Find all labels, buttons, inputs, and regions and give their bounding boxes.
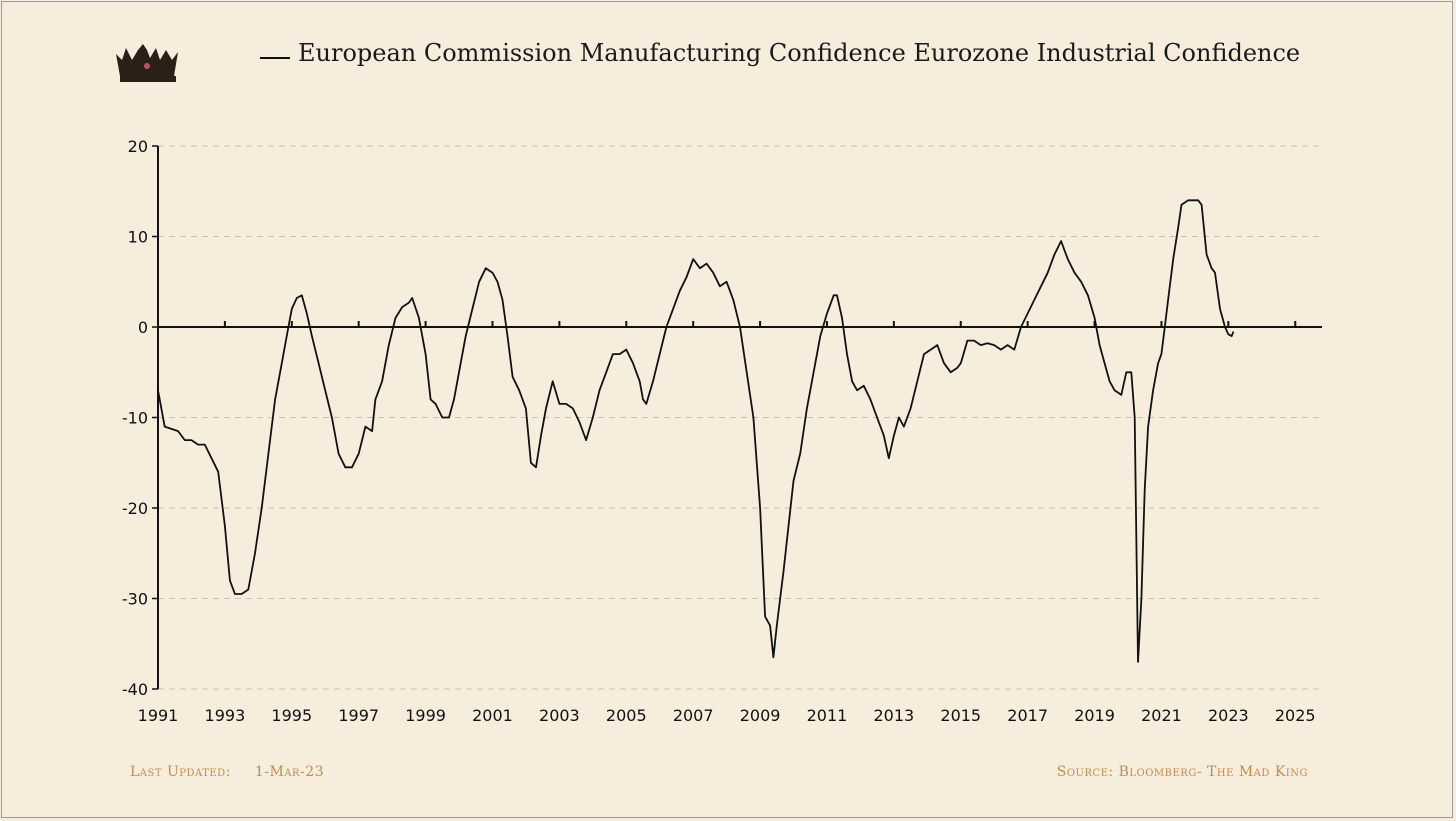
y-tick-label: 0 xyxy=(138,318,148,337)
x-tick-label: 2001 xyxy=(472,706,513,725)
last-updated: Last Updated: 1-Mar-23 xyxy=(130,764,324,780)
x-tick-label: 2015 xyxy=(940,706,981,725)
axis-layer: 20 10 0 -10 -20 -30 -40 1991 1993 1995 1997 1999 200… xyxy=(122,137,1322,725)
legend: European Commission Manufacturing Confid… xyxy=(260,39,1300,67)
y-tick-label: -40 xyxy=(122,680,148,699)
last-updated-label: Last Updated: xyxy=(130,764,231,780)
x-tick-label: 2021 xyxy=(1141,706,1182,725)
x-tick-label: 2019 xyxy=(1074,706,1115,725)
x-tick-label: 2007 xyxy=(673,706,714,725)
x-tick-label: 1999 xyxy=(405,706,446,725)
x-tick-label: 1997 xyxy=(338,706,379,725)
x-tick-label: 2025 xyxy=(1275,706,1316,725)
x-tick-label: 2005 xyxy=(606,706,647,725)
x-tick-label: 1993 xyxy=(205,706,246,725)
plot-layer xyxy=(157,199,1235,663)
crown-logo xyxy=(116,44,178,82)
x-tick-label: 1991 xyxy=(138,706,179,725)
x-tick-label: 2003 xyxy=(539,706,580,725)
last-updated-value: 1-Mar-23 xyxy=(254,764,325,780)
grid-layer xyxy=(158,145,1322,690)
x-tick-label: 2013 xyxy=(874,706,915,725)
x-tick-label: 2023 xyxy=(1208,706,1249,725)
y-tick-label: -20 xyxy=(122,499,148,518)
x-tick-label: 2009 xyxy=(740,706,781,725)
x-tick-label: 2011 xyxy=(807,706,848,725)
source-note: Source: Bloomberg- The Mad King xyxy=(1056,764,1308,780)
y-tick-label: -30 xyxy=(122,590,148,609)
x-tick-label: 1995 xyxy=(271,706,312,725)
legend-label: European Commission Manufacturing Confid… xyxy=(298,39,1300,67)
y-tick-label: 10 xyxy=(128,228,148,247)
series-line xyxy=(157,199,1235,663)
y-tick-label: 20 xyxy=(128,137,148,156)
y-tick-label: -10 xyxy=(122,409,148,428)
x-tick-label: 2017 xyxy=(1007,706,1048,725)
